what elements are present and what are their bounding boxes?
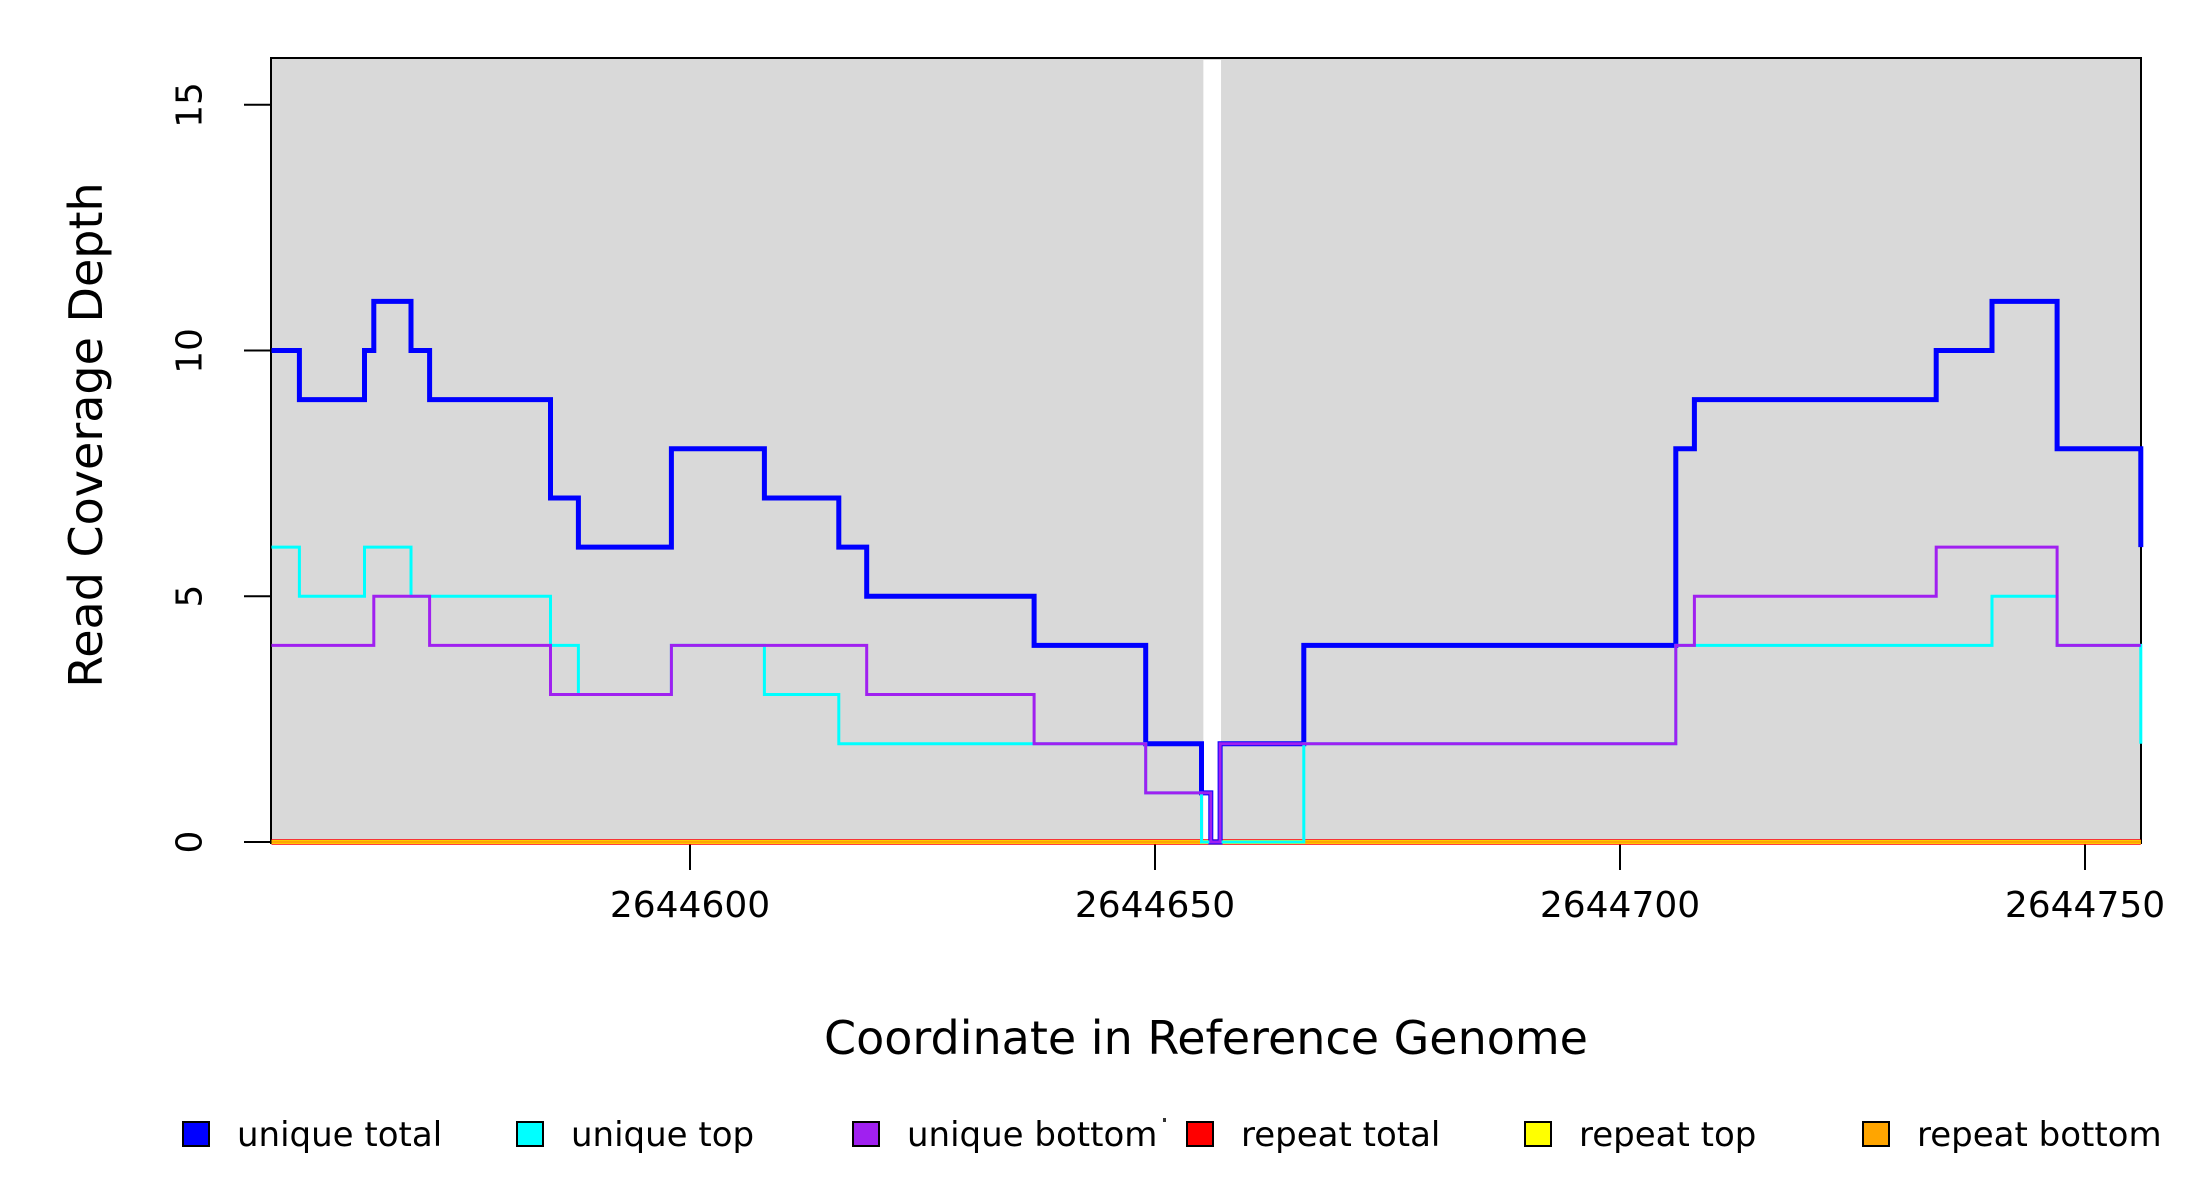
legend-label: unique bottom	[907, 1115, 1158, 1155]
legend-label: repeat bottom	[1917, 1115, 2162, 1155]
x-tick-label-2644700: 2644700	[1539, 885, 1701, 926]
legend-swatch-icon	[852, 1121, 880, 1147]
series-unique-total	[271, 298, 2144, 845]
y-axis-title: Read Coverage Depth	[59, 182, 113, 688]
legend-label: unique top	[571, 1115, 755, 1155]
legend-swatch-icon	[516, 1121, 544, 1147]
legend-swatch-icon	[1186, 1121, 1214, 1147]
legend-label: repeat top	[1579, 1115, 1757, 1155]
legend-swatch-icon	[182, 1121, 210, 1147]
x-tick-label-2644750: 2644750	[2004, 885, 2166, 926]
y-tick-label-0: 0	[169, 830, 211, 854]
series-unique-top	[271, 545, 2143, 844]
y-tick-label-5: 5	[169, 584, 211, 608]
legend-swatch-icon	[1862, 1121, 1890, 1147]
x-tick-label-2644650: 2644650	[1074, 885, 1236, 926]
y-tick-label-15: 15	[169, 81, 211, 128]
zero-coverage-gap	[1203, 60, 1222, 842]
legend-label: repeat total	[1241, 1115, 1441, 1155]
stray-dot	[1163, 1118, 1166, 1122]
y-tick-label-10: 10	[169, 327, 211, 374]
series-unique-bottom	[271, 545, 2141, 844]
legend-label: unique total	[237, 1115, 443, 1155]
x-tick-label-2644600: 2644600	[609, 885, 771, 926]
legend-swatch-icon	[1524, 1121, 1552, 1147]
x-axis-title: Coordinate in Reference Genome	[824, 1011, 1588, 1065]
